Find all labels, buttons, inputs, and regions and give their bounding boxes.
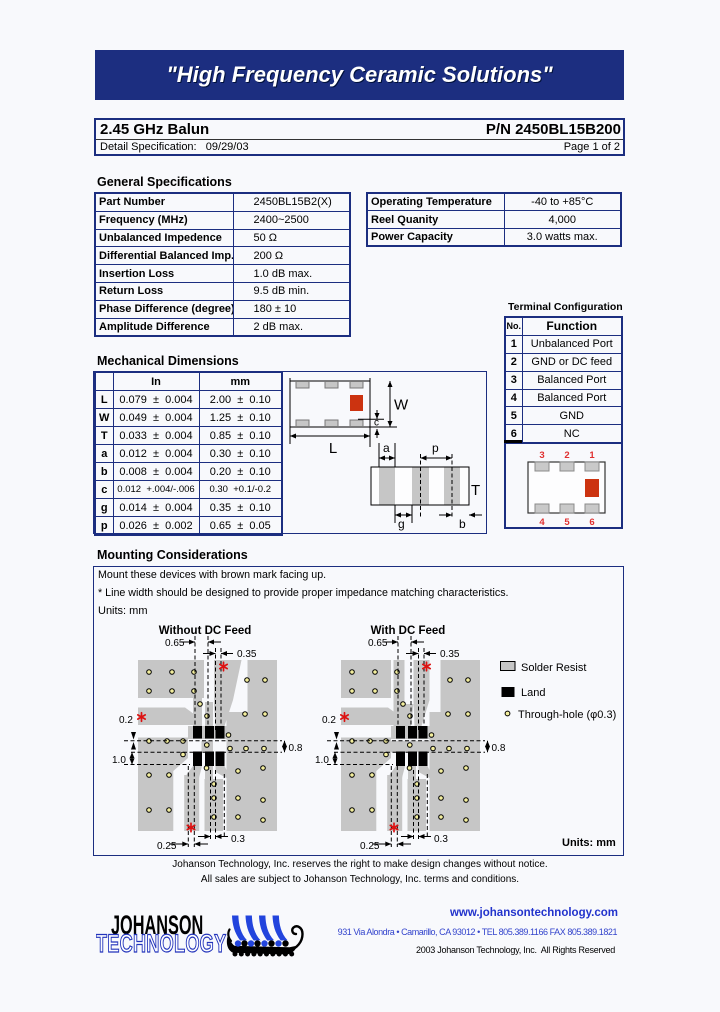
- svg-text:c: c: [374, 418, 379, 429]
- svg-text:2: 2: [564, 450, 569, 461]
- svg-text:W: W: [394, 397, 409, 414]
- svg-text:b: b: [459, 517, 466, 531]
- svg-text:4: 4: [539, 517, 545, 528]
- svg-text:L: L: [329, 440, 337, 457]
- svg-text:TECHNOLOGY: TECHNOLOGY: [96, 933, 227, 958]
- svg-text:a: a: [383, 441, 390, 455]
- svg-text:g: g: [398, 517, 405, 531]
- svg-text:6: 6: [589, 517, 594, 528]
- svg-text:5: 5: [564, 517, 570, 528]
- svg-text:p: p: [432, 441, 439, 455]
- svg-text:3: 3: [539, 450, 544, 461]
- svg-text:T: T: [471, 482, 480, 499]
- svg-text:1: 1: [589, 450, 595, 461]
